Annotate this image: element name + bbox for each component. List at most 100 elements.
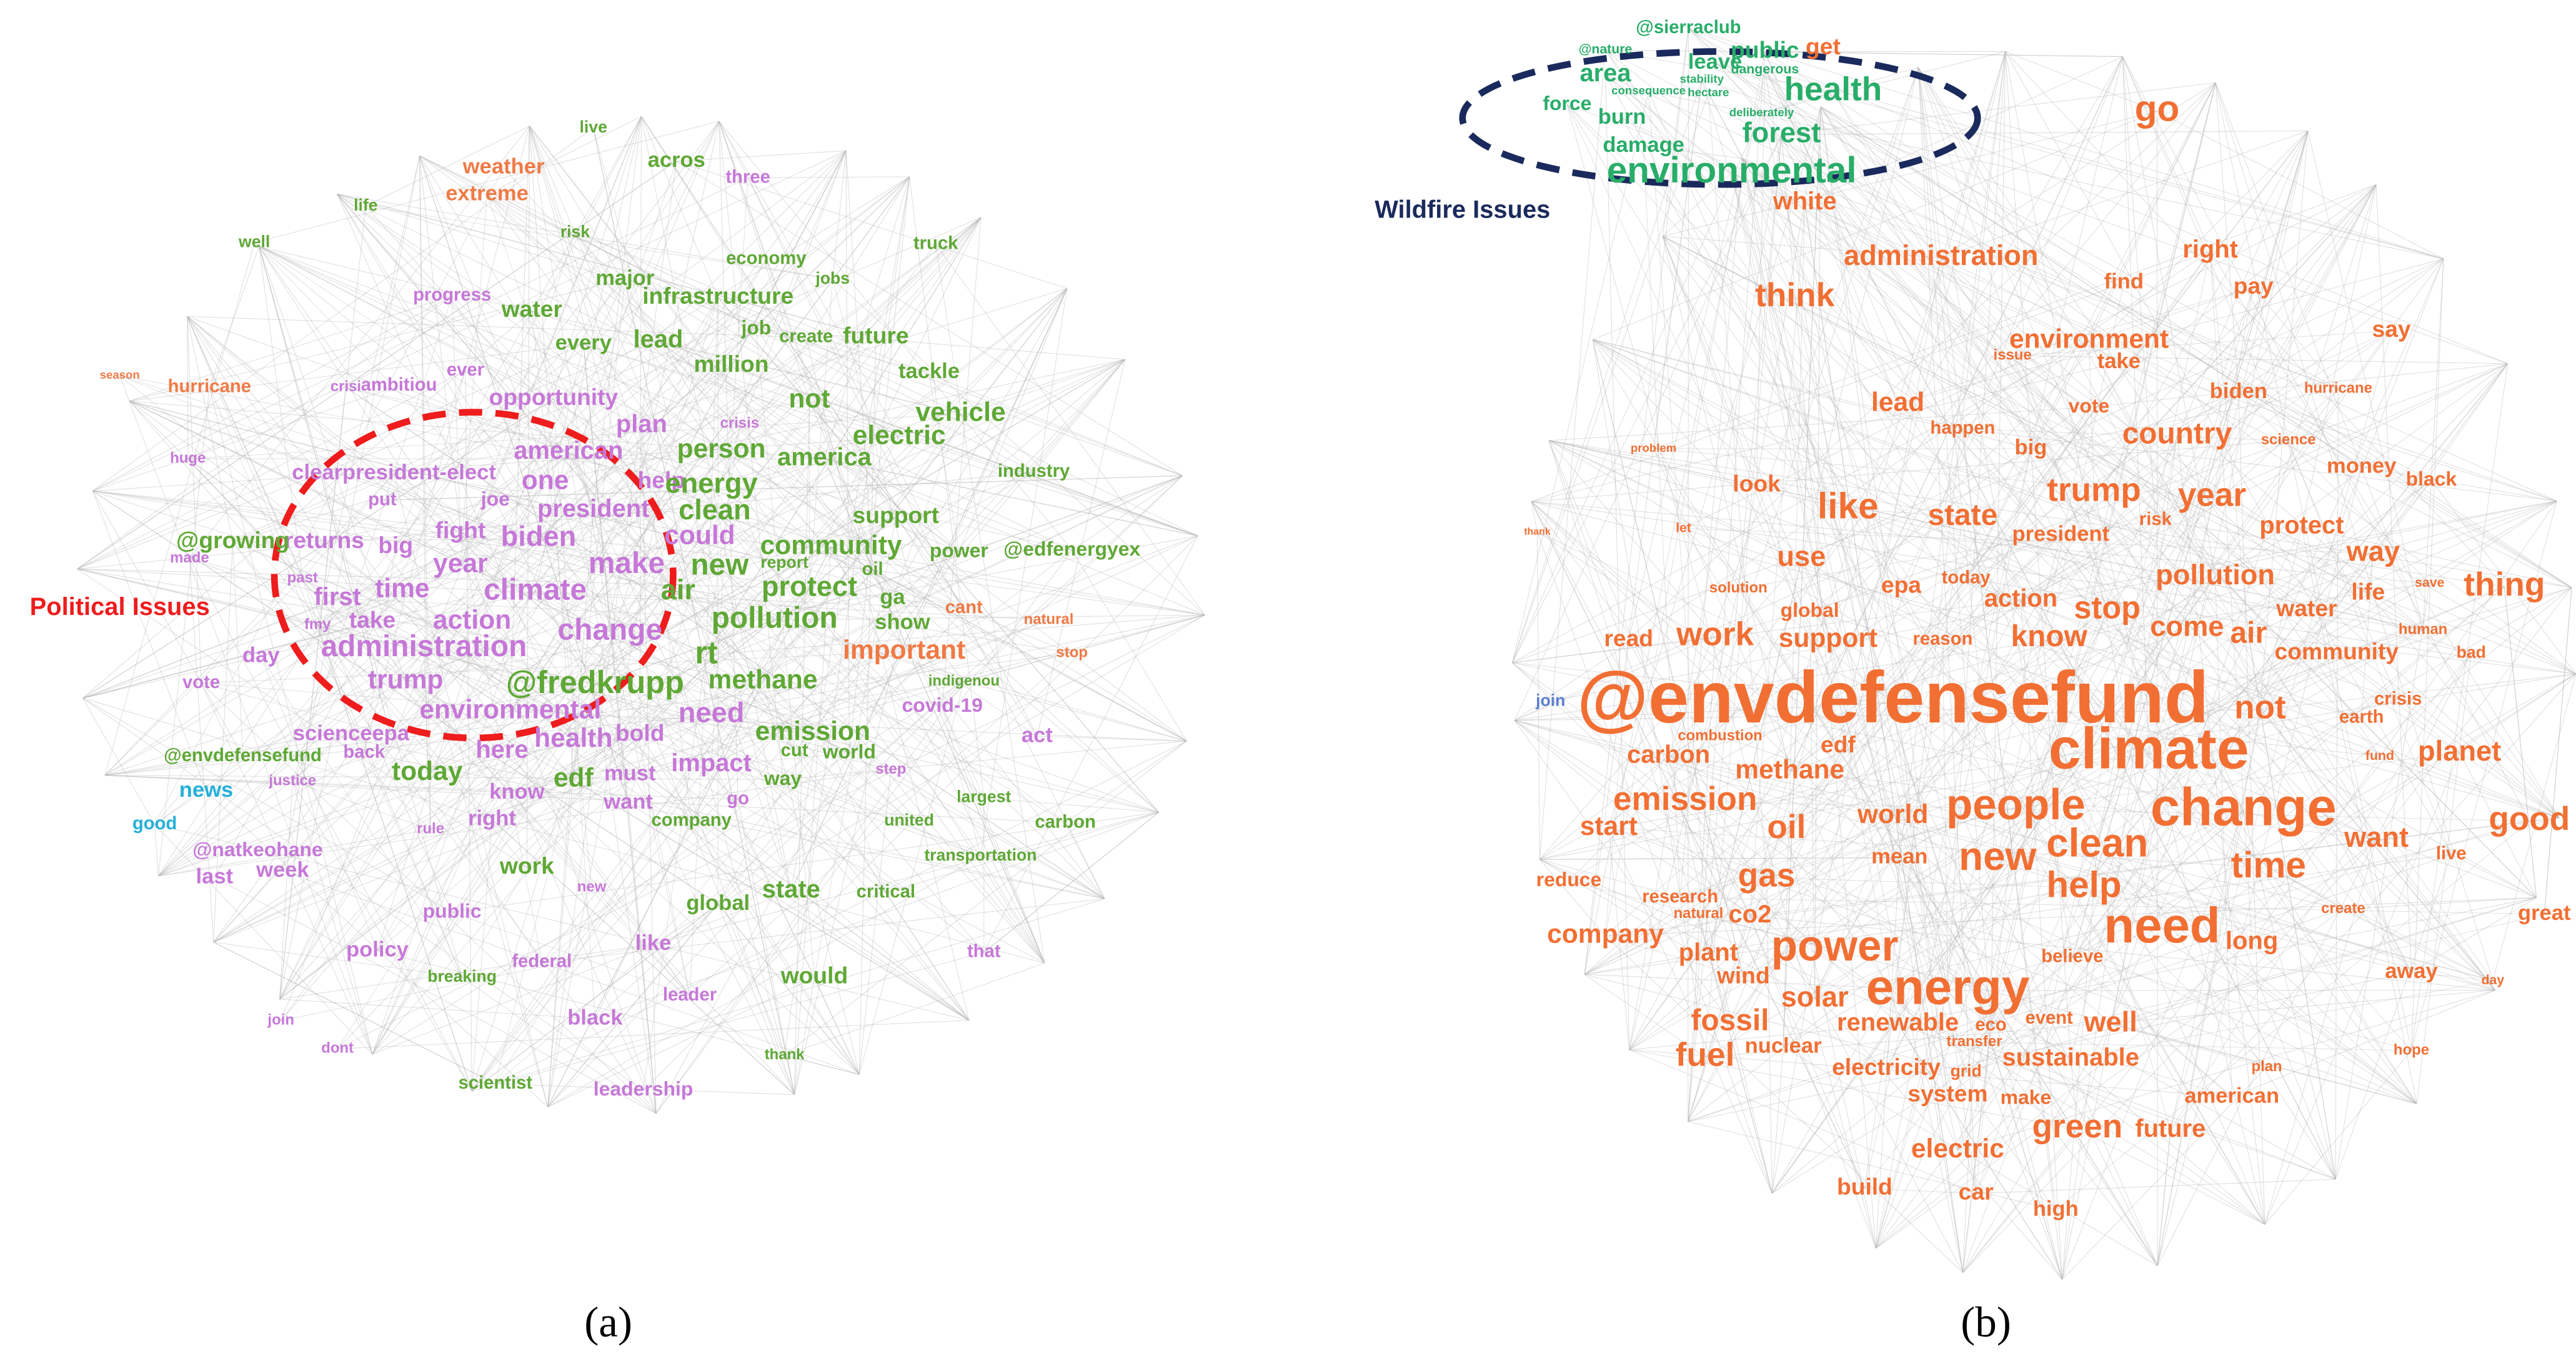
edge [129,401,850,754]
edge [92,491,1072,654]
edge [213,365,732,942]
edge [1549,440,2472,654]
word: made [170,549,209,566]
word: solution [1709,579,1768,596]
word: would [780,962,848,989]
word: combustion [1678,727,1763,744]
word: need [2104,897,2220,953]
edge [471,588,810,1092]
edge [1643,146,1743,159]
edge [2072,480,2432,958]
edge [719,566,1045,964]
word: public [423,900,482,922]
edge [553,399,795,1095]
edge [832,279,981,856]
edge [547,161,677,1107]
edge [77,569,527,868]
edge [678,591,1066,824]
edge [858,681,965,1075]
edge [424,647,970,1021]
edge [2089,340,2216,577]
edge [1771,576,2216,1194]
edge [337,193,877,338]
edge [1605,936,1963,1273]
edge [405,681,629,804]
edge [259,246,463,978]
edge [104,516,896,776]
edge [1714,62,2124,283]
word: deliberately [1729,106,1794,119]
edge [1731,172,2369,594]
edge [1568,881,1835,950]
word: pollution [2156,559,2275,591]
edge [292,781,431,830]
edge [1729,637,2050,1023]
edge [2238,392,2572,588]
edge [824,458,1205,616]
edge [1663,111,2157,237]
edge [158,598,338,876]
word: thing [2464,566,2545,603]
edge [2012,355,2496,991]
edge [2072,131,2309,958]
edge [1820,106,2339,389]
edge [2170,674,2576,1131]
word: fuel [1676,1037,1735,1074]
edge [1549,440,1963,517]
edge [677,150,847,592]
edge [213,942,496,1084]
edge [1548,440,1731,1022]
edge [655,550,1073,1114]
edge [755,329,815,977]
edge [1683,528,1893,704]
edge [82,698,156,825]
edge [823,458,1045,964]
word: vote [2069,394,2110,417]
edge [1814,816,1894,999]
word: plan [616,410,667,437]
edge [1605,49,2417,1104]
edge [1668,756,1773,1194]
edge [1766,877,2084,888]
edge [1643,146,1681,898]
edge [1814,811,2244,999]
edge [1901,355,2013,587]
edge [1809,184,2377,612]
edge [2307,131,2424,631]
edge [640,116,965,609]
edge [187,316,574,780]
edge [92,295,452,492]
word: transportation [924,846,1037,864]
edge [259,246,961,414]
word: american [514,437,623,464]
edge [1714,62,2444,259]
edge [1621,117,2265,1225]
edge [158,647,424,877]
edge [1742,158,1829,641]
edge [2021,501,2557,601]
word: vehicle [915,397,1005,427]
edge [1629,407,2089,1051]
edge [302,578,511,712]
word: health [1784,71,1882,107]
edge [639,116,642,735]
edge [1531,501,2050,1019]
edge [575,232,1183,476]
word: hectare [1688,86,1729,99]
word: work [1676,616,1754,653]
word: burn [1598,105,1646,129]
word: crisis [2374,689,2422,709]
edge [377,511,715,951]
edge [1897,1024,2063,1280]
edge [2094,184,2377,492]
word: stability [1680,72,1724,86]
edge [2301,527,2417,1104]
word: back [343,742,385,762]
edge [1886,859,1998,1069]
word: action [433,605,511,635]
word: take [2097,349,2141,373]
edge [261,656,463,978]
edge [721,450,887,893]
edge [2110,1023,2267,1068]
